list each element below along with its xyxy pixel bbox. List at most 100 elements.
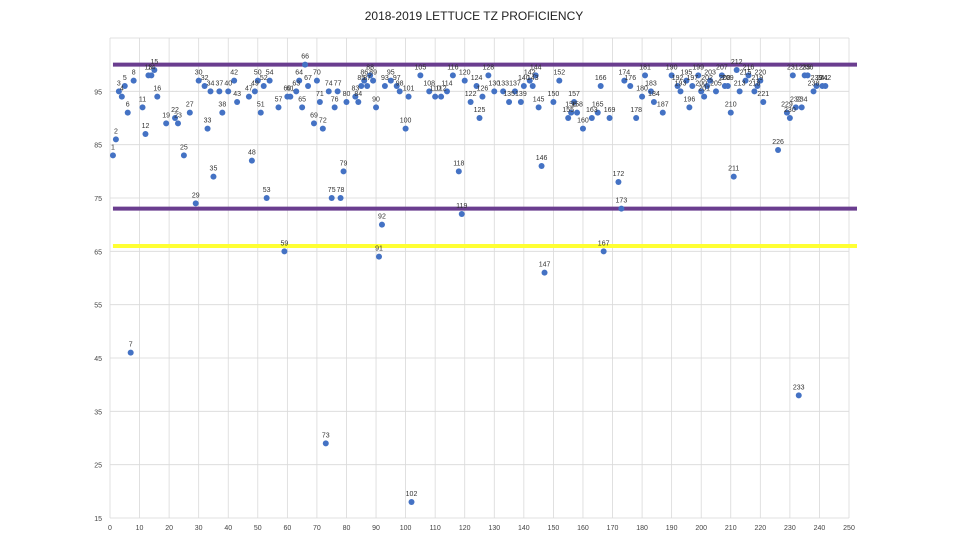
data-point bbox=[275, 104, 282, 111]
point-label: 42 bbox=[230, 70, 238, 77]
point-label: 87 bbox=[363, 75, 371, 82]
point-label: 209 bbox=[722, 75, 734, 82]
point-label: 197 bbox=[686, 75, 698, 82]
point-label: 180 bbox=[636, 86, 648, 93]
data-point bbox=[712, 88, 719, 95]
data-point bbox=[234, 99, 241, 105]
data-point bbox=[517, 99, 524, 105]
data-point bbox=[541, 269, 548, 276]
y-tick-label: 65 bbox=[94, 249, 102, 256]
x-tick-label: 110 bbox=[430, 525, 441, 532]
data-point bbox=[219, 109, 226, 116]
y-tick-label: 55 bbox=[94, 303, 102, 310]
x-tick-label: 210 bbox=[725, 525, 737, 532]
data-point bbox=[647, 88, 654, 95]
point-label: 95 bbox=[387, 70, 395, 77]
point-label: 234 bbox=[796, 96, 808, 103]
x-tick-label: 0 bbox=[108, 525, 112, 532]
data-point bbox=[594, 109, 601, 116]
data-point bbox=[650, 99, 657, 105]
point-label: 63 bbox=[292, 80, 300, 87]
data-point bbox=[367, 72, 374, 79]
data-point bbox=[633, 115, 640, 121]
x-tick-label: 140 bbox=[518, 525, 530, 532]
point-label: 196 bbox=[684, 96, 696, 103]
point-label: 158 bbox=[571, 102, 583, 109]
point-label: 57 bbox=[275, 96, 283, 103]
data-point bbox=[337, 195, 344, 201]
data-point bbox=[538, 163, 545, 169]
data-point bbox=[195, 77, 202, 84]
point-label: 116 bbox=[447, 64, 458, 71]
data-point bbox=[565, 115, 572, 121]
point-label: 6 bbox=[126, 102, 130, 109]
point-label: 16 bbox=[153, 86, 161, 93]
y-tick-label: 25 bbox=[94, 463, 102, 470]
point-label: 156 bbox=[565, 102, 577, 109]
data-point bbox=[786, 115, 793, 121]
data-point bbox=[491, 88, 498, 95]
data-point bbox=[417, 72, 424, 79]
point-label: 102 bbox=[406, 491, 418, 498]
data-point bbox=[473, 83, 480, 89]
x-tick-label: 80 bbox=[343, 525, 351, 532]
data-points bbox=[109, 61, 829, 505]
point-label: 160 bbox=[577, 118, 589, 125]
point-label: 48 bbox=[248, 150, 256, 157]
x-tick-label: 180 bbox=[636, 525, 648, 532]
data-point bbox=[426, 88, 433, 95]
point-label: 85 bbox=[357, 75, 365, 82]
data-point bbox=[142, 131, 149, 137]
x-tick-label: 240 bbox=[814, 525, 826, 532]
data-point bbox=[266, 77, 273, 84]
point-label: 114 bbox=[441, 80, 452, 87]
data-point bbox=[600, 248, 607, 255]
data-point bbox=[302, 61, 309, 68]
point-label: 233 bbox=[793, 384, 805, 391]
data-point bbox=[378, 221, 385, 228]
point-label: 172 bbox=[613, 171, 625, 178]
point-label: 80 bbox=[343, 91, 351, 98]
point-label: 144 bbox=[530, 64, 542, 71]
data-point bbox=[455, 168, 462, 175]
point-label: 65 bbox=[298, 96, 306, 103]
point-label: 108 bbox=[423, 80, 435, 87]
data-point bbox=[204, 125, 211, 132]
point-label: 193 bbox=[675, 80, 687, 87]
data-point bbox=[529, 83, 536, 89]
data-point bbox=[745, 72, 752, 79]
chart-title: 2018-2019 LETTUCE TZ PROFICIENCY bbox=[365, 9, 584, 23]
data-point bbox=[112, 136, 119, 143]
point-label: 195 bbox=[681, 70, 693, 77]
point-label: 47 bbox=[245, 86, 253, 93]
point-label: 40 bbox=[224, 80, 232, 87]
data-point bbox=[248, 157, 255, 164]
point-label: 4 bbox=[120, 86, 124, 93]
point-label: 32 bbox=[201, 75, 209, 82]
point-label: 61 bbox=[286, 86, 294, 93]
point-label: 74 bbox=[325, 80, 333, 87]
x-tick-label: 170 bbox=[607, 525, 619, 532]
point-label: 112 bbox=[435, 86, 446, 93]
data-point bbox=[296, 77, 303, 84]
point-label: 231 bbox=[787, 64, 799, 71]
data-point bbox=[313, 77, 320, 84]
point-label: 232 bbox=[790, 96, 802, 103]
point-label: 218 bbox=[749, 80, 761, 87]
data-point bbox=[659, 109, 666, 116]
data-point bbox=[287, 93, 294, 100]
data-point bbox=[677, 88, 684, 95]
data-point bbox=[358, 83, 365, 89]
data-point bbox=[597, 83, 604, 89]
point-label: 174 bbox=[619, 70, 631, 77]
data-point bbox=[461, 77, 468, 84]
point-label: 33 bbox=[204, 118, 212, 125]
data-point bbox=[757, 77, 764, 84]
data-point bbox=[251, 88, 258, 95]
point-label: 208 bbox=[719, 75, 731, 82]
x-tick-label: 60 bbox=[283, 525, 291, 532]
point-label: 163 bbox=[586, 107, 598, 114]
point-label: 67 bbox=[304, 75, 312, 82]
point-label: 203 bbox=[704, 70, 716, 77]
point-label: 34 bbox=[207, 80, 215, 87]
